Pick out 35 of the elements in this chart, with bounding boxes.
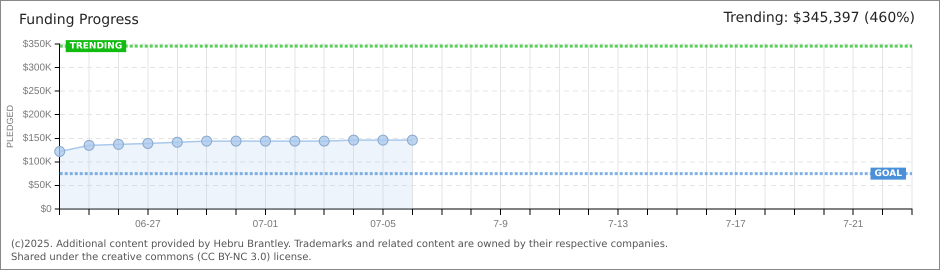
point [318,136,330,147]
point [289,136,300,147]
x-tick-label: 07-05 [370,218,396,230]
point [54,146,66,157]
point [406,134,418,146]
x-tick-label: 7-9 [493,218,508,230]
point [230,136,242,147]
y-tick-label: $300K [22,62,52,74]
x-tick-label: 7-17 [726,218,746,230]
point [201,136,212,147]
point [348,134,360,146]
x-tick-label: 7-13 [608,218,629,230]
point [84,140,95,151]
ref-line-label: GOAL [874,168,902,179]
x-tick-label: 7-21 [843,218,864,230]
point [112,138,124,150]
ref-line-label: TRENDING [70,42,122,52]
y-tick-label: $0 [40,204,52,215]
y-tick-label: $50K [28,180,52,192]
y-tick-label: $150K [22,133,52,144]
x-tick-label: 07-01 [252,218,279,230]
point [260,136,271,147]
text: Shared under the creative commons (CC BY-NC 3.0) license. [11,251,313,264]
y-tick-label: $200K [22,109,52,120]
y-tick-label: $350K [22,38,52,50]
x-tick-label: 06-27 [135,218,162,230]
point [377,134,388,146]
chart-subtitle: Trending: $345,397 (460%) [724,10,915,26]
chart-title: Funding Progress [19,12,139,28]
point [172,136,183,148]
y-axis-title: PLEDGED [4,104,15,148]
point [142,138,154,149]
text: (c)2025. Additional content provided by Hebru Brantley. Trademarks and related content are owned by their respective companies. [11,238,668,251]
y-tick-label: $100K [22,156,52,168]
y-tick-label: $250K [22,86,52,97]
